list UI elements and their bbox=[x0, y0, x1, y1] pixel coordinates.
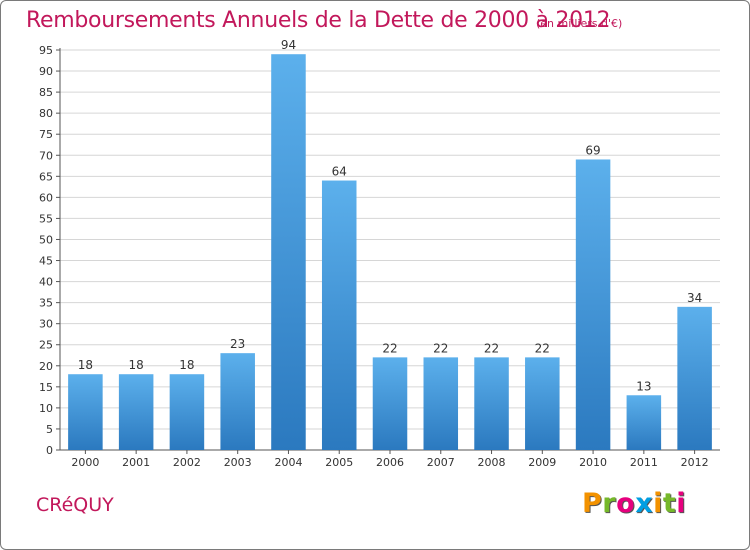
bar bbox=[220, 353, 255, 450]
data-label: 69 bbox=[585, 143, 600, 157]
y-tick-label: 45 bbox=[39, 255, 53, 268]
bar bbox=[525, 357, 560, 450]
y-tick-label: 5 bbox=[46, 423, 53, 436]
bar bbox=[169, 374, 205, 450]
y-tick-label: 90 bbox=[39, 65, 53, 78]
y-tick-label: 95 bbox=[39, 44, 53, 57]
bar bbox=[118, 374, 154, 450]
x-tick-label: 2006 bbox=[376, 456, 404, 469]
x-tick-label: 2005 bbox=[325, 456, 353, 469]
data-label: 18 bbox=[78, 358, 93, 372]
logo-letter: P bbox=[582, 488, 603, 519]
x-tick-label: 2001 bbox=[122, 456, 150, 469]
y-tick-label: 40 bbox=[39, 276, 53, 289]
logo-letter: o bbox=[616, 488, 636, 519]
logo-letter: i bbox=[676, 488, 687, 519]
x-tick-label: 2011 bbox=[630, 456, 658, 469]
x-tick-label: 2000 bbox=[71, 456, 99, 469]
y-tick-label: 15 bbox=[39, 381, 53, 394]
bar bbox=[677, 306, 712, 450]
data-label: 13 bbox=[636, 379, 651, 393]
chart-subtitle: (en milliers d'€) bbox=[536, 17, 623, 30]
y-tick-label: 25 bbox=[39, 339, 53, 352]
data-label: 23 bbox=[230, 337, 245, 351]
data-label: 34 bbox=[687, 291, 702, 305]
bar bbox=[423, 357, 459, 450]
bar bbox=[626, 395, 662, 450]
x-tick-label: 2010 bbox=[579, 456, 607, 469]
y-tick-label: 0 bbox=[46, 444, 53, 457]
y-tick-label: 75 bbox=[39, 128, 53, 141]
y-tick-label: 65 bbox=[39, 170, 53, 183]
y-tick-label: 10 bbox=[39, 402, 53, 415]
data-label: 22 bbox=[535, 341, 550, 355]
x-tick-label: 2009 bbox=[528, 456, 556, 469]
logo-letter: i bbox=[653, 488, 663, 519]
logo-letter: t bbox=[662, 488, 677, 519]
y-tick-label: 70 bbox=[39, 149, 53, 162]
bar bbox=[68, 374, 103, 450]
data-label: 22 bbox=[484, 341, 499, 355]
x-tick-label: 2004 bbox=[274, 456, 302, 469]
x-tick-label: 2007 bbox=[427, 456, 455, 469]
y-tick-label: 30 bbox=[39, 318, 53, 331]
y-tick-label: 35 bbox=[39, 297, 53, 310]
data-label: 22 bbox=[433, 341, 448, 355]
logo-letter: x bbox=[635, 488, 654, 519]
data-label: 94 bbox=[281, 38, 296, 52]
data-label: 22 bbox=[382, 341, 397, 355]
bar bbox=[372, 357, 408, 450]
y-tick-label: 20 bbox=[39, 360, 53, 373]
x-tick-label: 2003 bbox=[224, 456, 252, 469]
logo-letter: r bbox=[602, 488, 617, 519]
bar bbox=[474, 357, 509, 450]
proxiti-logo: Proxiti bbox=[582, 488, 686, 519]
commune-name: CRéQUY bbox=[36, 494, 114, 516]
data-label: 18 bbox=[179, 358, 194, 372]
bar bbox=[575, 159, 611, 450]
x-tick-label: 2008 bbox=[478, 456, 506, 469]
bar bbox=[321, 180, 357, 451]
y-tick-label: 60 bbox=[39, 191, 53, 204]
labels: 0 5 10 15 20 25 30 35 40 45 50 55 60 65 70 75 80 85 90 95 18… bbox=[39, 38, 709, 469]
data-label: 18 bbox=[129, 358, 144, 372]
bar bbox=[271, 54, 306, 451]
y-tick-label: 85 bbox=[39, 86, 53, 99]
x-tick-label: 2002 bbox=[173, 456, 201, 469]
bars bbox=[68, 54, 712, 451]
y-tick-label: 55 bbox=[39, 212, 53, 225]
chart-title: Remboursements Annuels de la Dette de 20… bbox=[26, 8, 611, 33]
y-tick-label: 50 bbox=[39, 233, 53, 246]
data-label: 64 bbox=[332, 165, 347, 179]
x-tick-label: 2012 bbox=[681, 456, 709, 469]
y-tick-label: 80 bbox=[39, 107, 53, 120]
